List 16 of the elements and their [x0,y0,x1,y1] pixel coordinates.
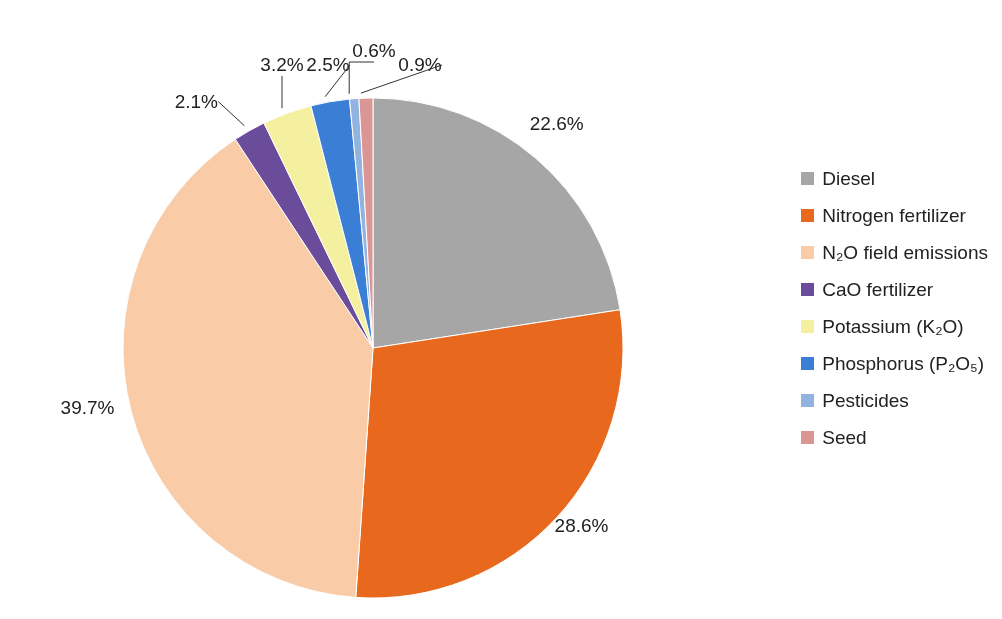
data-label: 39.7% [60,397,115,419]
legend-label: Phosphorus (P₂O₅) [822,352,985,376]
legend-label: Potassium (K₂O) [822,315,964,339]
legend-label: N₂O field emissions [822,241,988,265]
data-label: 2.5% [306,54,350,75]
legend-label: Nitrogen fertilizer [822,204,966,228]
data-label: 0.9% [398,54,442,75]
legend-label: Seed [822,426,867,450]
data-label: 22.6% [529,113,584,135]
legend-label: Pesticides [822,389,909,413]
data-label: 3.2% [260,54,304,75]
legend-label: Diesel [822,167,876,191]
data-label: 28.6% [554,515,609,537]
legend-label: CaO fertilizer [822,278,934,302]
data-label: 2.1% [174,90,219,112]
data-label: 0.6% [352,40,396,61]
